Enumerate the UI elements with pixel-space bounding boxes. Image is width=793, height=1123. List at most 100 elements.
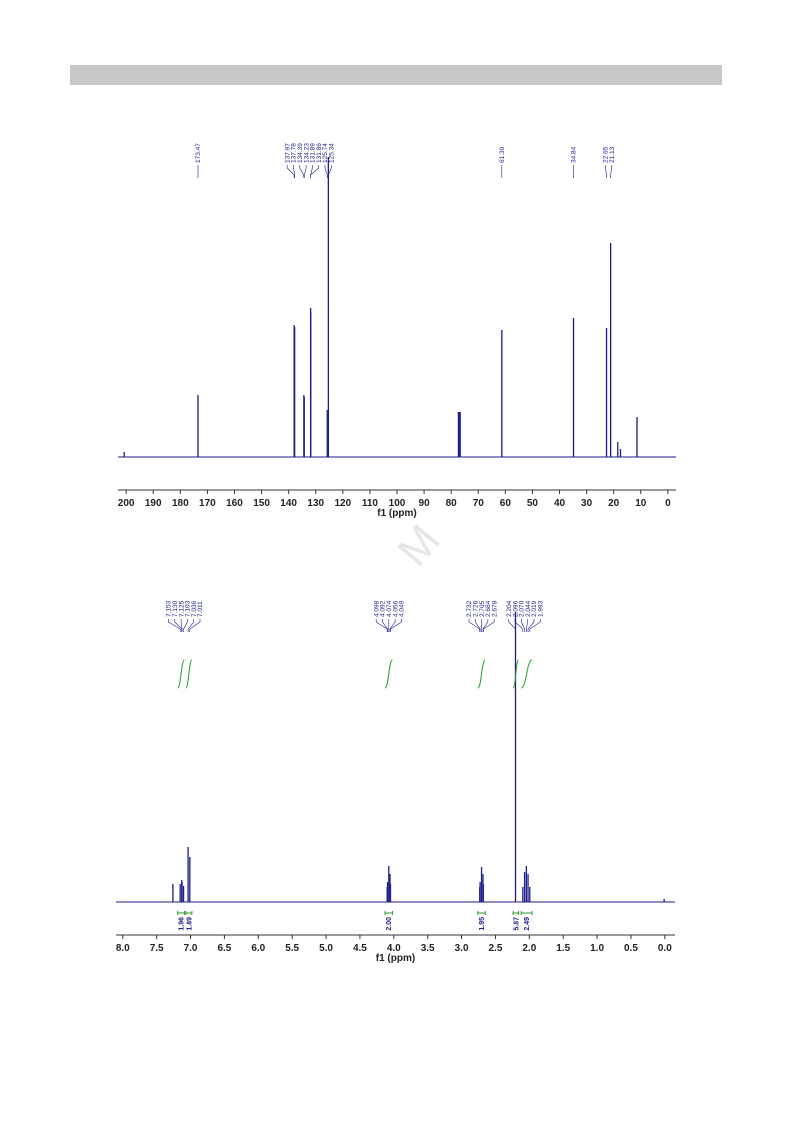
x-tick-label: 60 [500, 498, 512, 509]
peak-leader [299, 165, 305, 178]
peak-leader [521, 619, 525, 632]
peak-label: 131.89 [310, 143, 317, 163]
x-axis-label: f1 (ppm) [376, 953, 415, 964]
peak-label: 4.056 [392, 600, 399, 617]
x-tick-label: 5.0 [319, 943, 333, 954]
peak-leader [303, 165, 307, 178]
peak-leader [183, 619, 188, 632]
peak-leader [168, 619, 181, 632]
x-tick-label: 4.5 [353, 943, 367, 954]
peak-leader [527, 619, 535, 632]
integral-label: 1.95 [479, 917, 486, 931]
peak-leader [293, 165, 295, 178]
peak-label: 7.103 [185, 600, 192, 617]
peak-label: 2.684 [485, 600, 492, 617]
peak-label: 2.705 [479, 600, 486, 617]
peak-label: 2.096 [512, 600, 519, 617]
x-tick-label: 140 [280, 498, 297, 509]
peak-label: 173.47 [195, 143, 202, 163]
x-tick-label: 40 [554, 498, 566, 509]
x-tick-label: 120 [334, 498, 351, 509]
x-tick-label: 80 [446, 498, 458, 509]
peak-leader [605, 165, 607, 178]
peak-label: 4.092 [380, 600, 387, 617]
peak-leader [526, 619, 528, 632]
x-tick-label: 2.0 [522, 943, 536, 954]
x-tick-label: 7.0 [184, 943, 198, 954]
peak-label: 7.130 [172, 600, 179, 617]
x-tick-label: 190 [145, 498, 162, 509]
peak-label: 2.019 [531, 600, 538, 617]
peak-label: 61.30 [499, 146, 506, 163]
x-tick-label: 6.5 [217, 943, 231, 954]
peak-label: 125.74 [322, 143, 329, 163]
peak-leader [189, 619, 201, 632]
x-tick-label: 7.5 [150, 943, 164, 954]
peak-leader [310, 165, 319, 178]
integral-curve [477, 659, 486, 689]
peak-leader [529, 619, 541, 632]
x-tick-label: 30 [581, 498, 593, 509]
peak-label: 1.993 [537, 600, 544, 617]
peak-leader [286, 165, 295, 178]
peak-label: 134.23 [303, 143, 310, 163]
peak-leader [389, 619, 396, 632]
x-tick-label: 0 [665, 498, 671, 509]
integral-curve [384, 659, 393, 689]
integral-label: 2.00 [386, 917, 393, 931]
peak-label: 2.726 [472, 600, 479, 617]
integral-label: 1.89 [186, 917, 193, 931]
peak-leader [508, 619, 516, 632]
x-tick-label: 4.0 [387, 943, 401, 954]
peak-label: 2.678 [491, 600, 498, 617]
x-tick-label: 180 [172, 498, 189, 509]
peak-label: 7.125 [178, 600, 185, 617]
integral-label: 1.96 [179, 917, 186, 931]
x-tick-label: 110 [362, 498, 379, 509]
x-tick-label: 5.5 [285, 943, 299, 954]
x-tick-label: 170 [199, 498, 216, 509]
x-tick-label: 150 [253, 498, 270, 509]
peak-leader [382, 619, 388, 632]
x-axis-label: f1 (ppm) [377, 508, 416, 519]
peak-label: 2.070 [519, 600, 526, 617]
peak-label: 21.13 [609, 146, 616, 163]
x-tick-label: 2.5 [488, 943, 502, 954]
peak-leader [174, 619, 183, 632]
integral-label: 2.49 [524, 917, 531, 931]
peak-leader [610, 165, 613, 178]
peak-leader [483, 619, 495, 632]
peak-label: 131.86 [316, 143, 323, 163]
peak-label: 7.153 [166, 600, 173, 617]
x-tick-label: 90 [419, 498, 431, 509]
x-tick-label: 20 [608, 498, 620, 509]
x-tick-label: 6.0 [251, 943, 265, 954]
x-tick-label: 100 [389, 498, 406, 509]
x-tick-label: 0.5 [624, 943, 638, 954]
peak-label: 22.65 [603, 146, 610, 163]
peak-leader [328, 165, 332, 178]
x-tick-label: 8.0 [116, 943, 130, 954]
integral-curve [185, 659, 193, 689]
peak-label: 137.97 [284, 143, 291, 163]
peak-leader [514, 619, 524, 632]
peak-label: 2.044 [525, 600, 532, 617]
integral-curve [512, 659, 519, 689]
x-tick-label: 10 [635, 498, 647, 509]
peak-leader [375, 619, 388, 632]
header-bar [70, 65, 722, 85]
peak-leader [468, 619, 481, 632]
peak-label: 4.074 [386, 600, 393, 617]
x-tick-label: 3.0 [455, 943, 469, 954]
peak-leader [390, 619, 402, 632]
x-tick-label: 50 [527, 498, 539, 509]
integral-label: 5.87 [513, 917, 520, 931]
peak-label: 2.732 [466, 600, 473, 617]
x-tick-label: 160 [226, 498, 243, 509]
x-tick-label: 1.5 [556, 943, 570, 954]
peak-leader [180, 619, 183, 632]
peak-label: 7.011 [197, 601, 204, 617]
x-tick-label: 200 [118, 498, 135, 509]
